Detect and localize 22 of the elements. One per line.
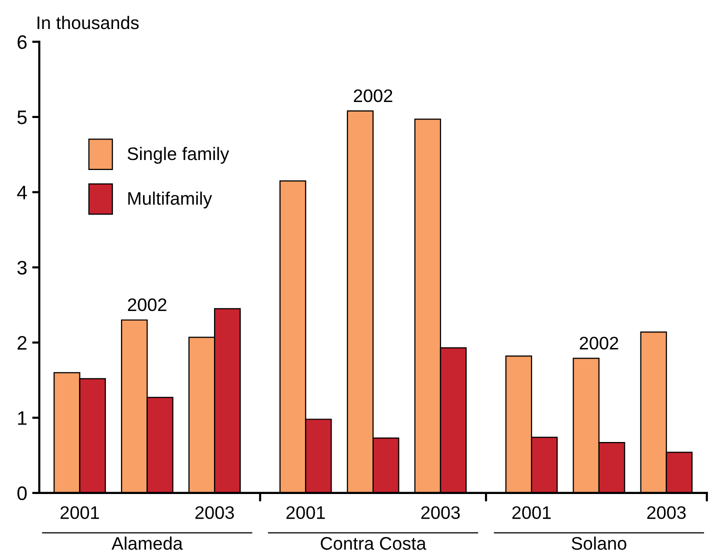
text: Solano <box>572 536 626 550</box>
legend-label: Single family <box>128 146 230 164</box>
legend-label: Multifamily <box>128 192 212 208</box>
x-tick-label: 2003 <box>421 506 460 519</box>
text: Contra Costa <box>320 537 426 550</box>
x-tick-label: 2003 <box>647 506 686 519</box>
text: Alameda <box>112 536 183 550</box>
x-tick-label: 2001 <box>60 506 99 519</box>
x-tick-label: 2001 <box>512 506 551 519</box>
y-axis-title: In thousands <box>38 16 139 30</box>
y-tick-label: 3 <box>17 260 27 275</box>
y-tick-label: 1 <box>18 411 27 425</box>
annotation: 2002 <box>128 298 166 312</box>
annotation: 2002 <box>354 89 392 102</box>
x-tick-label: 2001 <box>286 506 325 519</box>
y-tick-label: 5 <box>17 110 27 124</box>
annotation: 2002 <box>580 336 618 350</box>
y-tick-label: 4 <box>17 186 27 200</box>
y-tick-label: 6 <box>18 35 27 50</box>
y-tick-label: 0 <box>17 486 27 500</box>
y-tick-label: 2 <box>18 336 26 350</box>
x-tick-label: 2003 <box>195 506 234 519</box>
